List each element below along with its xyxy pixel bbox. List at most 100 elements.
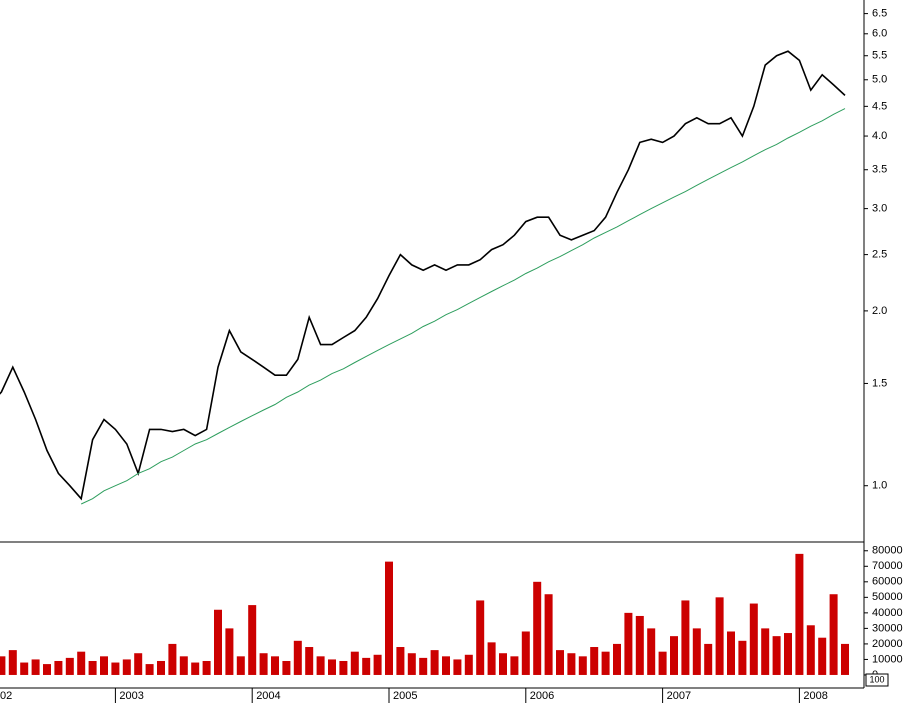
y-tick-label: 60000 [872,576,903,588]
volume-bar [77,651,86,675]
price-line [80,108,846,505]
y-tick-label: 10000 [872,653,903,665]
volume-bar [293,640,302,675]
volume-bar [715,597,724,675]
volume-panel [0,553,849,675]
price-panel [0,50,846,505]
volume-bar [362,657,371,675]
volume-bar [385,561,393,675]
y-tick-label: 6.0 [872,28,887,40]
volume-bar [8,650,17,675]
volume-bar [122,659,131,675]
volume-bar [179,656,188,675]
y-tick-label: 1.0 [872,480,887,492]
y-tick-label: 5.0 [872,74,887,86]
price-line [0,50,846,501]
volume-bar [419,657,428,675]
volume-bar [795,553,804,675]
volume-bar [453,659,462,675]
x-tick-label: 2004 [256,690,280,702]
volume-bar [65,657,74,675]
volume-bar [350,651,359,675]
volume-bar [43,664,51,675]
y-tick-label: 3.5 [872,164,887,176]
volume-bar [635,615,644,675]
y-tick-label: 3.0 [872,203,887,215]
volume-bar [818,637,827,675]
volume-bar [236,656,245,675]
volume-bar [111,662,120,675]
volume-bar [31,659,40,675]
y-tick-label: 50000 [872,591,903,603]
volume-bar [476,600,485,675]
volume-bar [727,631,735,675]
volume-bar [544,594,553,675]
volume-bar [590,647,599,675]
volume-bar [601,651,610,675]
volume-bar [521,631,530,675]
volume-bar [100,656,108,675]
volume-bar [738,640,747,675]
volume-bar [20,662,29,675]
volume-bar [248,605,257,675]
volume-bar [829,594,838,675]
volume-bar [157,660,165,675]
volume-bar [784,633,792,675]
volume-bar [487,642,496,675]
volume-bar [54,660,63,675]
volume-bar [670,636,678,675]
volume-bar [168,643,177,675]
y-tick-label: 2.5 [872,249,887,261]
volume-bar [214,609,222,675]
scale-box [865,673,889,687]
volume-bar [373,654,382,675]
y-tick-label: 40000 [872,607,903,619]
volume-bar [316,656,325,675]
volume-bar [681,600,690,675]
volume-bar [0,656,6,675]
volume-bar [464,654,473,675]
volume-bar [305,647,314,675]
volume-bar [202,660,211,675]
volume-bar [613,643,621,675]
volume-bar [556,650,564,675]
volume-bar [761,628,770,675]
volume-bar [134,653,143,675]
x-tick-label: 2003 [119,690,143,702]
axes: 1.0 1.5 2.0 2.5 3.0 3.5 4.0 4.5 5.0 5.5 6.0 6.5 02 20… [0,8,903,703]
x-tick-label: 2005 [393,690,417,702]
volume-bar [841,643,849,675]
volume-bar [442,656,450,675]
scale-label: 100 [869,674,884,684]
volume-bar [88,660,97,675]
volume-bar [145,664,154,675]
volume-bar [499,653,507,675]
y-tick-label: 6.5 [872,8,887,20]
volume-bar [328,659,336,675]
volume-bar [533,581,542,675]
y-tick-label: 1.5 [872,377,887,389]
x-tick-label: 2007 [667,690,691,702]
y-tick-label: 80000 [872,545,903,557]
y-tick-label: 4.5 [872,100,887,112]
volume-bar [692,628,701,675]
y-tick-label: 70000 [872,560,903,572]
y-tick-label: 30000 [872,622,903,634]
y-tick-label: 4.0 [872,130,887,142]
volume-bar [407,653,416,675]
volume-bar [704,643,713,675]
volume-bar [772,636,781,675]
volume-bar [567,653,576,675]
y-tick-label: 20000 [872,638,903,650]
y-tick-label: 5.5 [872,50,887,62]
volume-bar [624,612,633,675]
volume-bar [259,653,268,675]
volume-bar [647,628,656,675]
y-tick-label: 2.0 [872,305,887,317]
x-tick-label: 2006 [530,690,554,702]
volume-bar [749,603,758,675]
volume-bar [225,628,234,675]
volume-bar [396,647,405,675]
